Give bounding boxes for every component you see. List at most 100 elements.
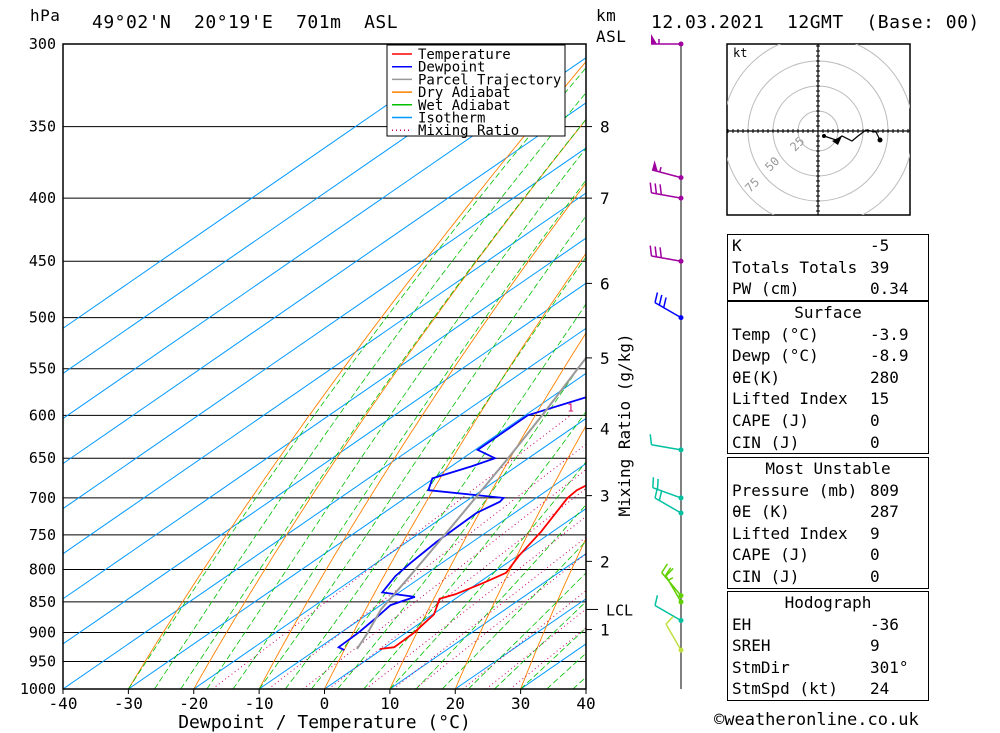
- barb-flag: [658, 490, 663, 501]
- isotherm-line: [63, 147, 586, 510]
- pressure-tick-label: 350: [29, 118, 56, 136]
- temp-tick-label: -30: [114, 694, 143, 713]
- isotherm-line: [389, 553, 586, 689]
- hodograph-title: Hodograph: [728, 591, 928, 614]
- temp-tick-label: -20: [179, 694, 208, 713]
- copyright-footer[interactable]: ©weatheronline.co.uk: [714, 710, 919, 730]
- pressure-tick-label: 1000: [20, 680, 56, 698]
- legend-box: [386, 44, 566, 137]
- dry-adiabat: [454, 424, 586, 689]
- surface-row: θE(K) 280: [732, 367, 899, 387]
- hodo-row: StmDir 301°: [732, 657, 909, 677]
- mixing-ratio-label: 1: [567, 401, 574, 414]
- height-tick-label: 7: [600, 189, 610, 208]
- wet-adiabat: [441, 540, 586, 689]
- surface-row: Dewp (°C) -8.9: [732, 346, 909, 366]
- wet-adiabat: [128, 67, 586, 689]
- mu-row: Pressure (mb) 809: [732, 480, 899, 500]
- height-tick-label: 2: [600, 552, 610, 571]
- barb-dot: [678, 175, 684, 181]
- surface-row: CIN (J) 0: [732, 432, 880, 452]
- barb-dot: [678, 315, 684, 321]
- barb-dot: [678, 258, 684, 264]
- barb-flag: [654, 246, 658, 257]
- parcel-trajectory-line: [356, 356, 586, 650]
- hodo-row: SREH 9: [732, 636, 880, 656]
- mixing-ratio-line: [268, 443, 586, 689]
- barb-flag: [652, 477, 655, 488]
- barb-shaft: [665, 623, 682, 651]
- isotherm-line: [128, 372, 586, 689]
- barb-dot: [678, 447, 684, 453]
- wind-barb: [649, 434, 684, 453]
- wind-barb: [651, 34, 684, 47]
- hodo-row: StmSpd (kt) 24: [732, 679, 890, 699]
- wind-barb: [654, 487, 684, 516]
- height-tick-label: 1: [600, 621, 610, 640]
- barb-flag: [654, 487, 659, 499]
- legend-label: Dewpoint: [418, 60, 485, 76]
- legend-label: Parcel Trajectory: [418, 72, 561, 88]
- barb-dot: [678, 599, 684, 605]
- temp-tick-label: 10: [380, 694, 399, 713]
- pressure-tick-label: 750: [29, 526, 56, 544]
- wet-adiabat: [363, 411, 586, 689]
- x-axis-title: Dewpoint / Temperature (°C): [178, 712, 471, 733]
- barb-flag: [649, 245, 653, 257]
- wet-adiabat: [154, 92, 586, 689]
- datetime-title: 12.03.2021 12GMT (Base: 00): [651, 12, 980, 33]
- dry-adiabat: [389, 332, 586, 689]
- plot-frame: [62, 43, 587, 690]
- wind-barb: [665, 616, 684, 653]
- barb-dot: [678, 41, 684, 47]
- isotherm-line: [63, 44, 476, 329]
- mixing-ratio-line: [392, 536, 586, 689]
- temp-tick-label: 0: [320, 694, 330, 713]
- temp-tick-label: 20: [446, 694, 465, 713]
- hodo-row: EH -36: [732, 614, 899, 634]
- barb-half-flag: [668, 577, 674, 581]
- height-tick-label: 5: [600, 349, 610, 368]
- barb-flag: [654, 292, 659, 303]
- dry-adiabat: [324, 252, 586, 689]
- location-title: 49°02'N 20°19'E 701m ASL: [92, 12, 399, 33]
- isotherm-line: [63, 102, 586, 465]
- wet-adiabat: [311, 303, 586, 689]
- barb-flag: [665, 616, 674, 625]
- plot-area: 12346810162025: [63, 44, 586, 689]
- legend-label: Dry Adiabat: [418, 85, 511, 101]
- isotherm-line: [193, 417, 586, 689]
- dry-adiabat: [520, 537, 586, 689]
- hodograph-start-dot: [822, 134, 826, 138]
- isotherm-line: [63, 57, 586, 420]
- barb-flag: [662, 297, 667, 308]
- hodograph-storm-marker: [832, 136, 842, 145]
- wet-adiabat: [180, 118, 586, 689]
- isotherm-line: [63, 327, 586, 689]
- wet-adiabat: [468, 572, 586, 689]
- wind-barb: [654, 595, 684, 624]
- mu-row: CAPE (J) 0: [732, 545, 880, 565]
- mu-row: Lifted Index 9: [732, 523, 880, 543]
- legend-label: Wet Adiabat: [418, 98, 511, 114]
- isotherm-line: [63, 192, 586, 555]
- barb-dot: [678, 593, 684, 599]
- pressure-tick-label: 900: [29, 624, 56, 642]
- dry-adiabat: [193, 118, 586, 689]
- barb-flag: [654, 183, 658, 194]
- surface-table: Surface Temp (°C) -3.9 Dewp (°C) -8.9 θE(K…: [727, 301, 929, 455]
- lcl-label: LCL: [606, 601, 633, 619]
- pressure-tick-label: 400: [29, 189, 56, 207]
- wind-barb: [665, 567, 684, 605]
- index-table-top: K -5 Totals Totals 39 PW (cm) 0.34: [727, 234, 929, 301]
- pressure-tick-label: 650: [29, 449, 56, 467]
- barb-shaft: [651, 443, 682, 451]
- temperature-line: [379, 484, 586, 650]
- legend-label: Mixing Ratio: [418, 123, 519, 139]
- pressure-tick-label: 500: [29, 309, 56, 327]
- index-row-totals: Totals Totals 39: [732, 257, 890, 277]
- hodograph-inner: [727, 44, 910, 215]
- barb-dot: [678, 510, 684, 516]
- barb-dot: [678, 495, 684, 501]
